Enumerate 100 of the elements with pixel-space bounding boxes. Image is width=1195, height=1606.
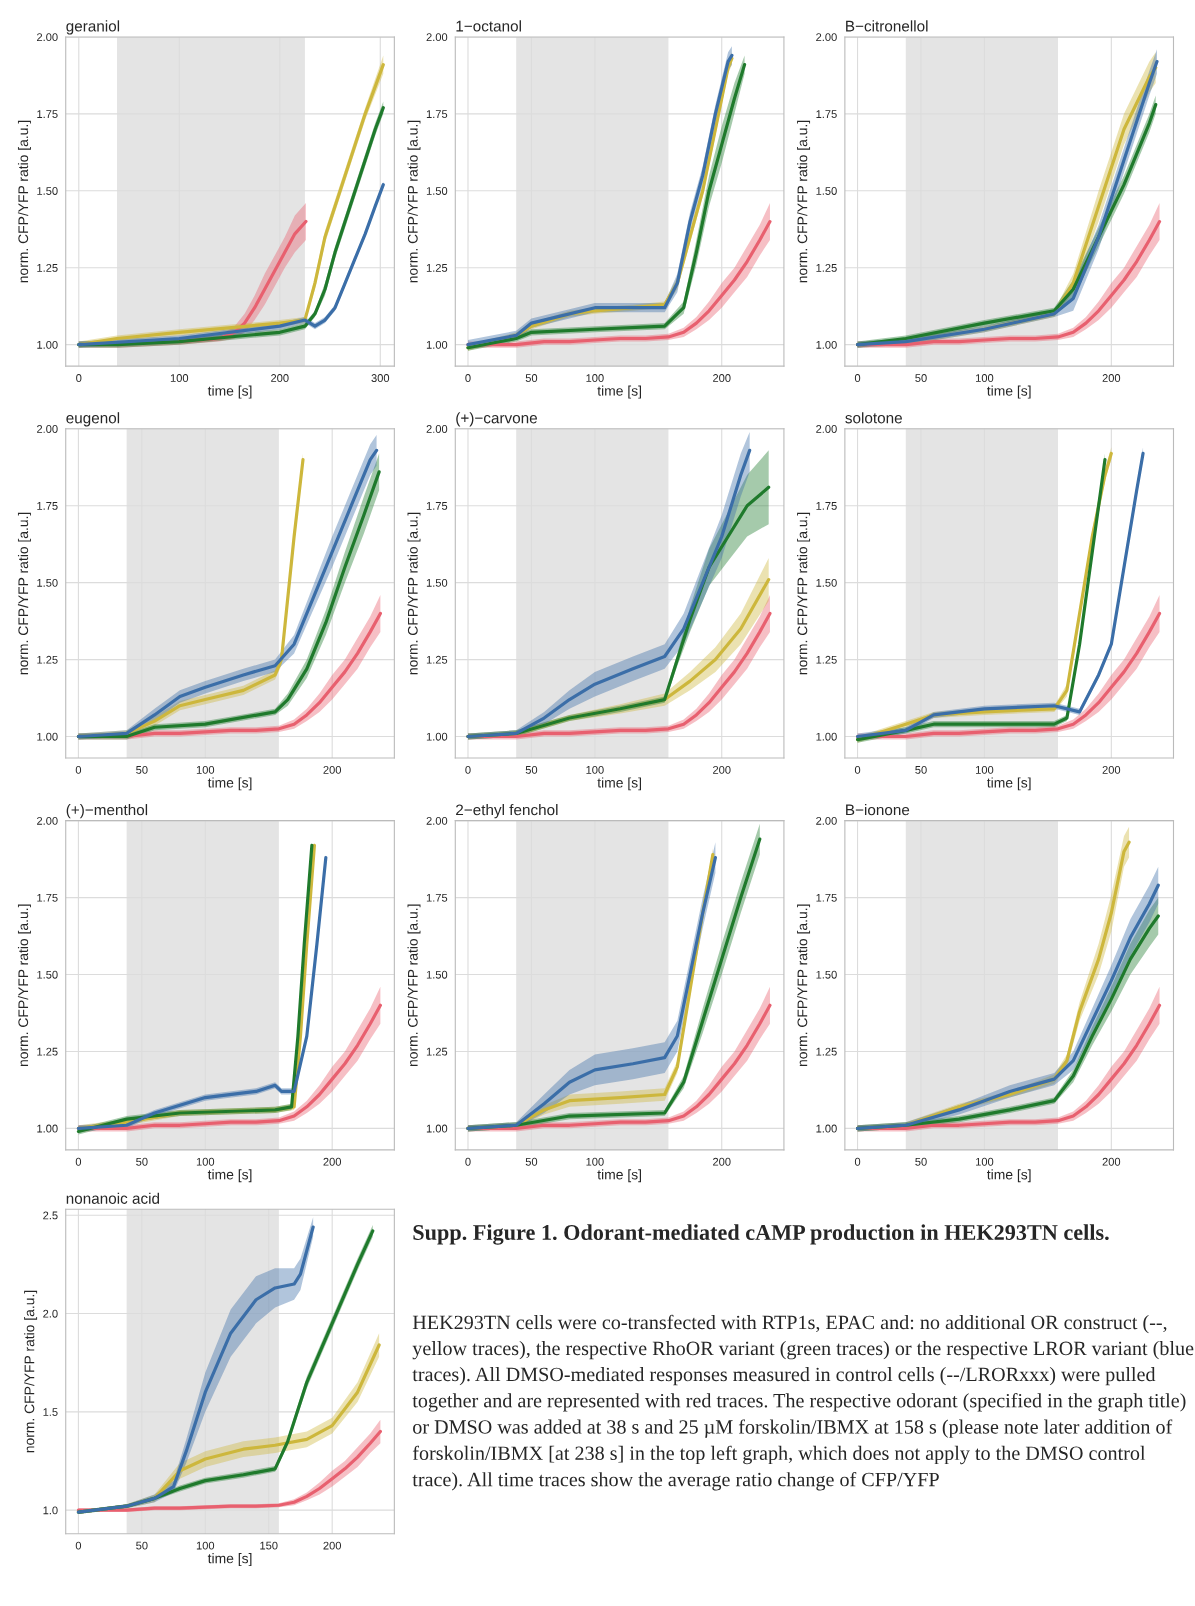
x-tick-label: 200 [713,374,731,382]
y-tick-label: 1.00 [816,732,837,741]
y-tick-label: 1.25 [816,655,837,664]
y-tick-label: 1.75 [426,110,448,118]
y-tick-label: 1.75 [37,502,58,510]
x-tick-label: 50 [915,765,927,774]
x-axis-title: time [s] [207,1169,252,1183]
y-axis-title: norm. CFP/YFP ratio [a.u.] [407,120,421,283]
x-tick-label: 0 [465,765,471,774]
y-tick-label: 1.00 [37,732,58,741]
y-tick-label: 2.00 [426,425,448,433]
y-tick-label: 1.00 [37,1124,58,1133]
y-tick-label: 1.00 [426,340,448,349]
x-tick-label: 0 [465,374,471,382]
x-axis-title: time [s] [207,777,252,791]
chart-title: B−ionone [846,804,910,816]
x-tick-label: 100 [170,374,189,382]
x-tick-label: 100 [976,1157,994,1166]
x-tick-label: 200 [323,765,342,774]
x-tick-label: 0 [465,1157,471,1166]
x-axis-title: time [s] [987,385,1031,399]
y-axis-title: norm. CFP/YFP ratio [a.u.] [797,120,811,283]
y-tick-label: 1.75 [816,893,837,902]
y-tick-label: 1.50 [426,970,448,979]
y-tick-label: 1.25 [426,263,448,272]
y-tick-label: 2.00 [816,425,837,433]
y-tick-label: 1.25 [816,263,837,272]
y-tick-label: 1.25 [37,263,58,272]
y-axis-title: norm. CFP/YFP ratio [a.u.] [24,1290,38,1453]
x-tick-label: 100 [586,1157,604,1166]
y-tick-label: 1.75 [816,502,837,510]
y-tick-label: 1.5 [43,1408,58,1416]
chart-title: eugenol [66,412,120,427]
y-tick-label: 1.25 [816,1047,837,1056]
x-tick-label: 200 [323,1541,342,1550]
y-axis-title: norm. CFP/YFP ratio [a.u.] [797,512,811,675]
x-tick-label: 200 [1102,1157,1121,1166]
x-tick-label: 100 [976,374,994,382]
y-tick-label: 2.00 [37,425,58,433]
y-tick-label: 1.50 [816,970,837,979]
y-tick-label: 1.75 [37,893,58,902]
y-tick-label: 1.00 [37,340,58,349]
y-tick-label: 2.00 [37,816,58,825]
x-tick-label: 100 [586,765,604,774]
y-tick-label: 1.50 [37,970,58,979]
y-tick-label: 1.50 [37,187,58,195]
x-tick-label: 0 [75,1541,82,1550]
y-axis-title: norm. CFP/YFP ratio [a.u.] [17,512,31,675]
y-tick-label: 1.50 [426,578,448,587]
y-tick-label: 2.00 [816,816,837,825]
x-tick-label: 50 [525,765,538,774]
text: HEK293TN cells were co-transfected with RTP1s, EPAC and: no additional OR construct (--, yellow traces), the respective RhoOR variant (green traces) or the respective LROR variant (blue traces). All DMSO-mediated responses measured in control cells (--/LRORxxx) were pulled together and are represented with red traces. The respective odorant (specified in the graph title) or DMSO was added at 38 s and 25 µM forskolin/IBMX at 158 s (please note later addition of forskolin/IBMX [at 238 s] in the top left graph, which does not apply to the DMSO control trace). All time traces show the average ratio change of CFP/YFP [412,1314,1194,1491]
x-tick-label: 100 [196,765,215,774]
x-axis-title: time [s] [207,385,252,399]
y-tick-label: 1.75 [37,110,58,118]
y-tick-label: 2.5 [43,1211,58,1220]
x-tick-label: 300 [371,374,390,382]
x-tick-label: 50 [136,765,148,774]
y-tick-label: 2.0 [43,1309,58,1318]
y-tick-label: 1.25 [426,655,448,664]
y-tick-label: 1.50 [816,187,837,195]
x-tick-label: 50 [136,1157,148,1166]
x-tick-label: 0 [854,1157,861,1166]
x-tick-label: 150 [260,1541,278,1550]
y-tick-label: 1.0 [43,1506,58,1515]
x-tick-label: 0 [854,765,861,774]
y-tick-label: 1.75 [426,893,448,902]
y-axis-title: norm. CFP/YFP ratio [a.u.] [17,120,31,283]
x-tick-label: 50 [915,1157,927,1166]
x-tick-label: 200 [1102,765,1121,774]
y-tick-label: 1.00 [426,732,448,741]
chart-title: (+)−menthol [66,804,148,819]
y-tick-label: 2.00 [37,33,58,42]
y-tick-label: 2.00 [426,816,448,825]
chart-title: geraniol [66,20,120,35]
y-tick-label: 1.75 [426,502,448,510]
x-tick-label: 0 [854,374,861,382]
y-tick-label: 2.00 [426,33,448,42]
y-tick-label: 1.00 [426,1124,448,1133]
y-tick-label: 2.00 [816,33,837,42]
chart-title: 2−ethyl fenchol [456,804,558,819]
y-tick-label: 1.50 [426,187,448,195]
x-tick-label: 50 [525,374,538,382]
x-tick-label: 200 [1102,374,1121,382]
x-tick-label: 0 [75,1157,82,1166]
x-tick-label: 0 [76,374,82,382]
x-tick-label: 100 [586,374,604,382]
x-tick-label: 200 [713,765,731,774]
y-tick-label: 1.50 [37,578,58,587]
y-axis-title: norm. CFP/YFP ratio [a.u.] [407,512,421,675]
x-axis-title: time [s] [207,1553,252,1567]
x-tick-label: 100 [196,1157,215,1166]
x-tick-label: 50 [915,374,927,382]
x-tick-label: 200 [323,1157,342,1166]
chart-title: solotone [845,412,902,424]
chart-title: B−citronellol [846,20,928,32]
x-tick-label: 50 [525,1157,538,1166]
chart-title: (+)−carvone [456,412,537,427]
y-axis-title: norm. CFP/YFP ratio [a.u.] [797,904,811,1067]
y-tick-label: 1.25 [37,1047,58,1056]
